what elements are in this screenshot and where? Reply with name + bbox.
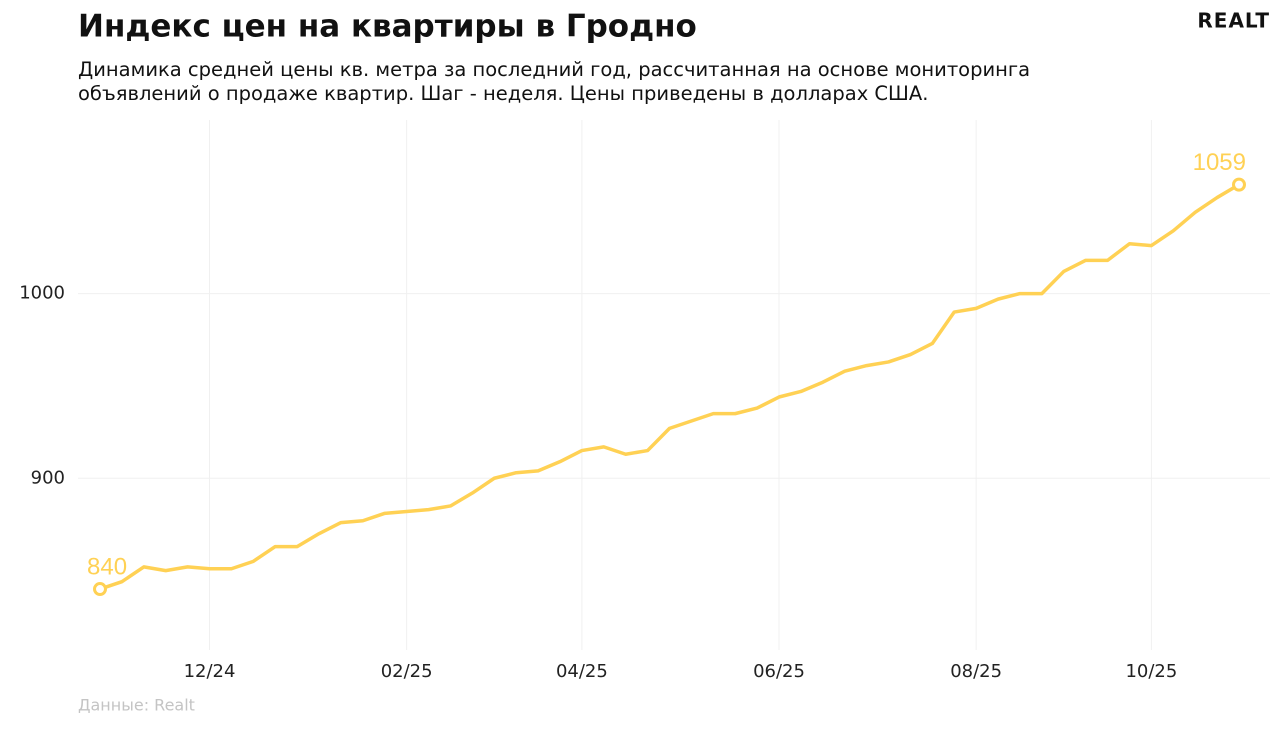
subtitle-box: Динамика средней цены кв. метра за после… bbox=[78, 58, 1031, 105]
x-tick-label: 02/25 bbox=[381, 661, 433, 682]
chart-subtitle: Динамика средней цены кв. метра за после… bbox=[78, 58, 1031, 105]
end-point bbox=[1232, 177, 1246, 192]
y-tick-label: 1000 bbox=[19, 283, 65, 304]
end-point bbox=[93, 582, 107, 597]
chart-title: Индекс цен на квартиры в Гродно bbox=[78, 9, 697, 45]
x-tick-label: 10/25 bbox=[1125, 661, 1177, 682]
source-note: Данные: Realt bbox=[78, 696, 195, 715]
brand-logo: REALT bbox=[1197, 9, 1270, 33]
y-tick-label: 900 bbox=[31, 467, 65, 488]
x-tick-label: 06/25 bbox=[753, 661, 805, 682]
data-label: 1059 bbox=[1193, 149, 1246, 176]
x-tick-label: 08/25 bbox=[950, 661, 1002, 682]
data-label: 840 bbox=[87, 553, 127, 580]
x-tick-label: 04/25 bbox=[556, 661, 608, 682]
x-tick-label: 12/24 bbox=[184, 661, 236, 682]
line bbox=[99, 183, 1240, 591]
